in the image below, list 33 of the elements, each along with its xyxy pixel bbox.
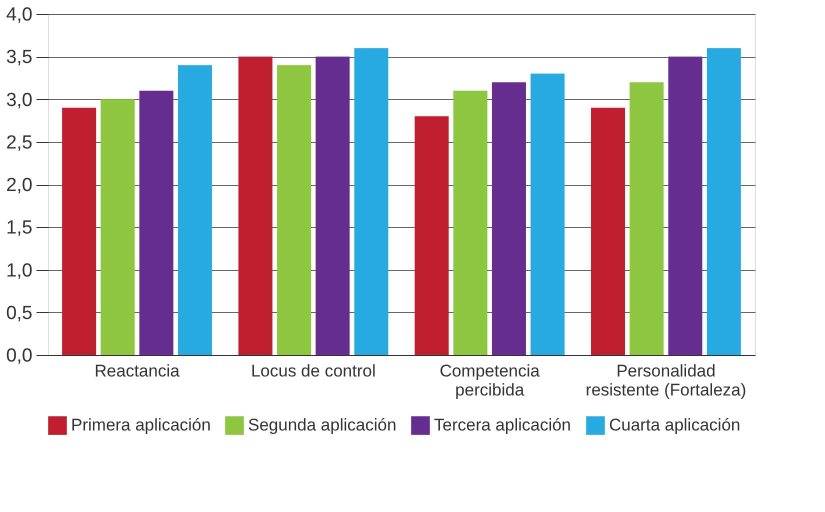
bar — [354, 48, 388, 355]
legend-label: Segunda aplicación — [248, 416, 396, 435]
y-tick-label: 2,0 — [6, 175, 32, 196]
legend-label: Tercera aplicación — [434, 416, 572, 435]
y-tick-label: 0,5 — [6, 302, 32, 324]
bar — [62, 108, 96, 355]
bar — [277, 65, 312, 355]
bar — [100, 99, 135, 355]
y-tick-label: 3,0 — [6, 90, 32, 111]
bar — [238, 56, 272, 355]
bar — [630, 82, 664, 355]
bar — [453, 90, 488, 355]
y-tick-label: 1,0 — [6, 260, 32, 282]
bar — [139, 90, 174, 355]
bar — [492, 82, 526, 355]
x-tick-label: Personalidad resistente (Fortaleza) — [586, 362, 746, 400]
bar — [414, 116, 449, 355]
y-tick-label: 2,5 — [6, 132, 32, 154]
y-tick-label: 0,0 — [6, 346, 32, 366]
bar — [668, 56, 702, 355]
x-tick-label: Competencia percibida — [440, 362, 540, 400]
legend-label: Primera aplicación — [71, 416, 211, 435]
bar — [316, 56, 350, 355]
x-tick-label: Reactancia — [94, 362, 180, 380]
legend-label: Cuarta aplicación — [609, 416, 740, 435]
y-tick-label: 4,0 — [6, 4, 32, 26]
bar — [591, 108, 626, 355]
bar — [706, 48, 741, 355]
x-tick-label: Locus de control — [250, 362, 376, 380]
y-tick-label: 3,5 — [6, 47, 32, 68]
y-tick-label: 1,5 — [6, 218, 32, 239]
bar — [178, 65, 212, 355]
bar — [530, 74, 565, 355]
